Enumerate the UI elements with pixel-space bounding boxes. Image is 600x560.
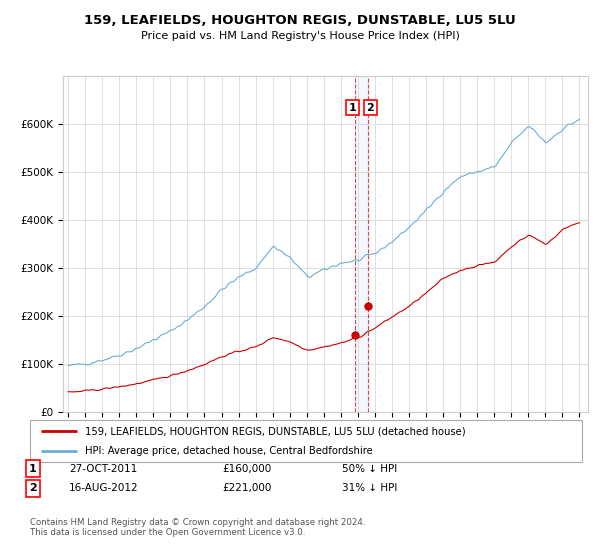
Text: £160,000: £160,000 [222, 464, 271, 474]
FancyBboxPatch shape [30, 420, 582, 462]
Text: HPI: Average price, detached house, Central Bedfordshire: HPI: Average price, detached house, Cent… [85, 446, 373, 456]
Text: 1: 1 [349, 102, 356, 113]
Text: 159, LEAFIELDS, HOUGHTON REGIS, DUNSTABLE, LU5 5LU: 159, LEAFIELDS, HOUGHTON REGIS, DUNSTABL… [84, 14, 516, 27]
Text: 50% ↓ HPI: 50% ↓ HPI [342, 464, 397, 474]
Text: 31% ↓ HPI: 31% ↓ HPI [342, 483, 397, 493]
Text: 159, LEAFIELDS, HOUGHTON REGIS, DUNSTABLE, LU5 5LU (detached house): 159, LEAFIELDS, HOUGHTON REGIS, DUNSTABL… [85, 426, 466, 436]
Text: £221,000: £221,000 [222, 483, 271, 493]
Text: 1: 1 [29, 464, 37, 474]
Text: Price paid vs. HM Land Registry's House Price Index (HPI): Price paid vs. HM Land Registry's House … [140, 31, 460, 41]
Text: 27-OCT-2011: 27-OCT-2011 [69, 464, 137, 474]
Text: 2: 2 [29, 483, 37, 493]
Text: Contains HM Land Registry data © Crown copyright and database right 2024.
This d: Contains HM Land Registry data © Crown c… [30, 518, 365, 538]
Bar [355, 76, 368, 412]
Text: 2: 2 [367, 102, 374, 113]
Text: 16-AUG-2012: 16-AUG-2012 [69, 483, 139, 493]
